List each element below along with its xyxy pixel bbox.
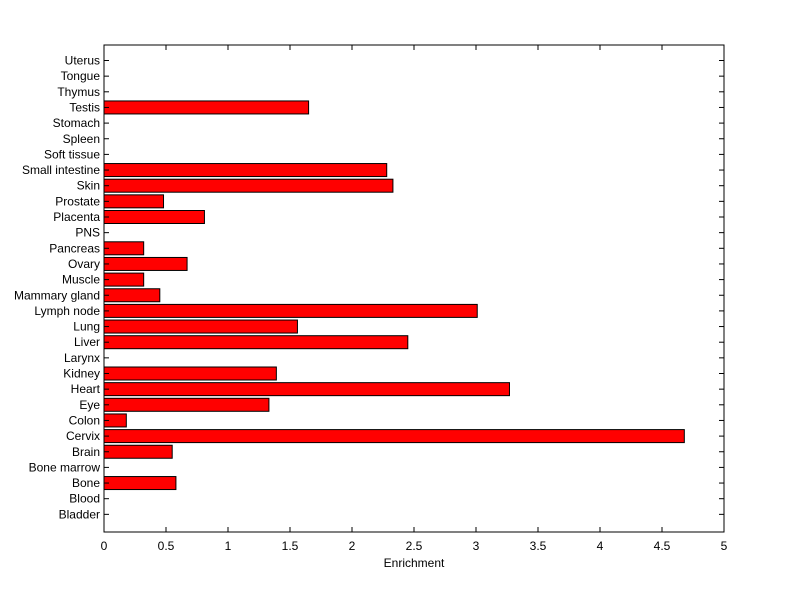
y-tick-label: Thymus [57,85,100,99]
y-tick-label: Tongue [61,69,101,83]
bar-mammary-gland [103,288,161,303]
y-tick-label: Brain [72,445,100,459]
y-tick-label: Kidney [63,367,100,381]
bar-testis [103,100,310,115]
y-tick-label: Lymph node [34,304,100,318]
x-tick-label: 1 [225,539,232,553]
bar-kidney [103,366,277,381]
x-tick-label: 3 [473,539,480,553]
bar-ovary [103,256,188,271]
x-tick-label: 2.5 [406,539,423,553]
x-tick-label: 4.5 [654,539,671,553]
bar-prostate [103,194,165,209]
y-tick-label: Bladder [59,507,100,521]
y-tick-label: Heart [71,382,101,396]
y-tick-label: Prostate [55,194,100,208]
y-tick-label: Eye [79,398,100,412]
x-tick-label: 1.5 [282,539,299,553]
bar-heart [103,382,510,397]
bar-lung [103,319,298,334]
y-tick-label: Ovary [68,257,100,271]
x-axis-title: Enrichment [384,556,445,570]
plot-frame [103,44,725,533]
x-tick-label: 0.5 [158,539,175,553]
bar-liver [103,335,409,350]
x-tick-label: 2 [349,539,356,553]
bar-skin [103,178,394,193]
y-tick-label: Lung [73,320,100,334]
y-tick-label: Muscle [62,273,100,287]
y-tick-label: Testis [69,100,100,114]
y-tick-label: Placenta [53,210,100,224]
y-tick-label: Mammary gland [14,288,100,302]
y-tick-label: Soft tissue [44,147,100,161]
y-tick-label: Spleen [63,132,100,146]
bar-brain [103,444,173,459]
bar-placenta [103,210,205,224]
y-tick-label: Uterus [65,54,100,68]
y-tick-label: Liver [74,335,100,349]
bar-eye [103,397,270,412]
x-tick-label: 5 [721,539,728,553]
y-tick-label: Larynx [64,351,100,365]
y-tick-label: Stomach [53,116,100,130]
x-tick-label: 0 [101,539,108,553]
bar-cervix [103,429,685,444]
y-tick-label: Bone [72,476,100,490]
x-tick-label: 3.5 [530,539,547,553]
bar-muscle [103,272,145,287]
bar-small-intestine [103,163,388,178]
plot-area [104,45,724,532]
bar-bone [103,476,177,491]
y-tick-label: Small intestine [22,163,100,177]
y-tick-label: Cervix [66,429,100,443]
y-tick-label: Skin [77,179,100,193]
y-tick-label: Pancreas [49,241,100,255]
y-tick-label: PNS [75,226,100,240]
y-tick-label: Colon [69,413,100,427]
y-tick-label: Bone marrow [29,460,101,474]
bar-pancreas [103,241,145,256]
x-tick-label: 4 [597,539,604,553]
y-tick-label: Blood [69,492,100,506]
bar-lymph-node [103,303,478,318]
